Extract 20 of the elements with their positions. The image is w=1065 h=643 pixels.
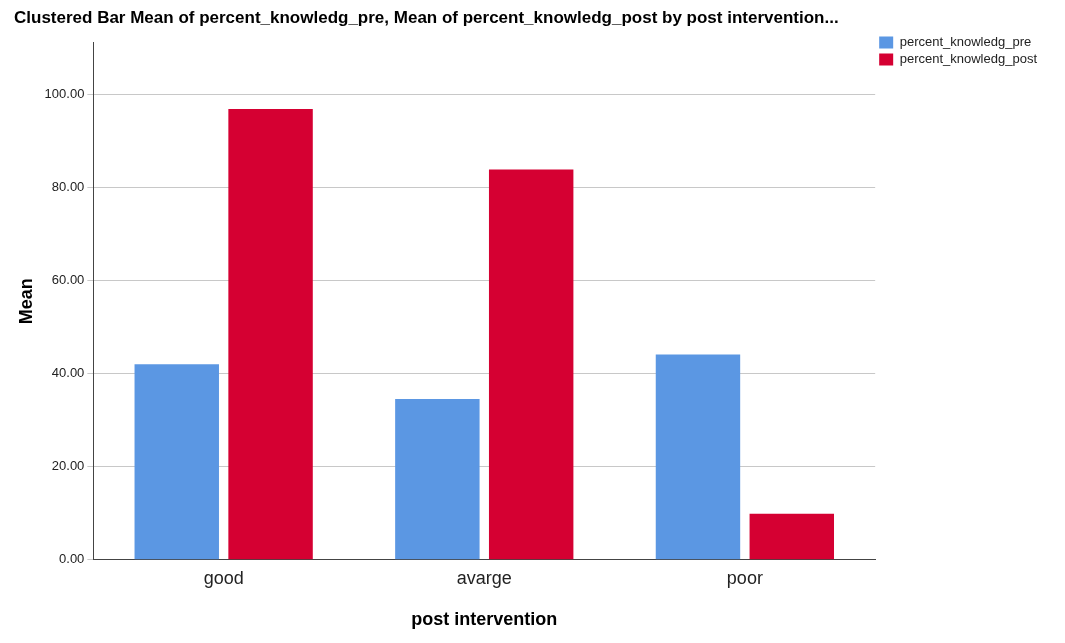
y-axis-title: Mean <box>15 278 36 325</box>
y-tick-label: 100.00 <box>44 85 85 101</box>
y-tick-label: 20.00 <box>51 458 85 474</box>
bar <box>488 169 574 560</box>
x-tick-label: poor <box>726 567 763 588</box>
y-tick-label: 40.00 <box>51 365 85 381</box>
y-tick-label: 60.00 <box>51 271 85 287</box>
bar <box>749 513 835 560</box>
bar <box>395 399 480 560</box>
chart-title: Clustered Bar Mean of percent_knowledg_pre, Mean of percent_knowledg_post by post intervention... <box>13 8 840 29</box>
bar <box>655 354 741 560</box>
legend-label: percent_knowledg_post <box>899 51 1038 67</box>
x-axis-title: post intervention <box>411 609 558 630</box>
x-tick-label: avarge <box>456 567 512 588</box>
y-tick-label: 80.00 <box>51 178 85 194</box>
bar <box>134 364 219 560</box>
x-tick-label: good <box>203 567 244 588</box>
y-tick-label: 0.00 <box>59 551 85 567</box>
legend-label: percent_knowledg_pre <box>899 34 1032 50</box>
bar <box>228 108 313 560</box>
